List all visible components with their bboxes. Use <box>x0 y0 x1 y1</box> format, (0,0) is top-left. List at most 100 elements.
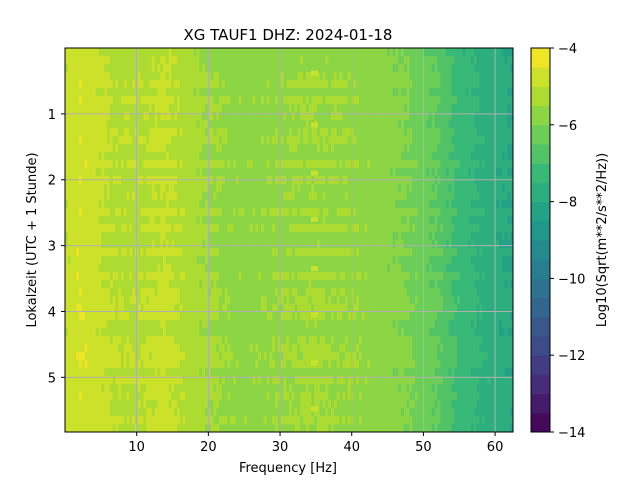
heatmap-cell <box>331 128 335 137</box>
heatmap-cell <box>507 200 511 209</box>
heatmap-cell <box>328 200 332 209</box>
heatmap-cell <box>459 96 463 105</box>
heatmap-cell <box>193 128 197 137</box>
heatmap-cell <box>129 152 133 161</box>
heatmap-cell <box>364 48 368 57</box>
heatmap-cell <box>149 152 153 161</box>
heatmap-cell <box>401 112 405 121</box>
heatmap-cell <box>65 256 69 265</box>
heatmap-cell <box>510 240 513 249</box>
heatmap-cell <box>384 200 388 209</box>
heatmap-cell <box>255 216 259 225</box>
heatmap-cell <box>87 88 91 97</box>
heatmap-cell <box>487 232 491 241</box>
heatmap-cell <box>165 200 169 209</box>
heatmap-cell <box>501 264 505 273</box>
heatmap-cell <box>193 72 197 81</box>
heatmap-cell <box>487 112 491 121</box>
heatmap-cell <box>373 168 377 177</box>
heatmap-cell <box>286 48 290 57</box>
heatmap-cell <box>269 248 273 257</box>
heatmap-cell <box>93 160 97 169</box>
heatmap-cell <box>104 248 108 257</box>
heatmap-cell <box>199 136 203 145</box>
heatmap-cell <box>193 232 197 241</box>
heatmap-cell <box>297 224 301 233</box>
heatmap-cell <box>353 144 357 153</box>
heatmap-cell <box>476 160 480 169</box>
heatmap-cell <box>426 56 430 65</box>
heatmap-cell <box>123 120 127 129</box>
heatmap-cell <box>146 80 150 89</box>
heatmap-cell <box>305 112 309 121</box>
heatmap-cell <box>504 80 508 89</box>
heatmap-cell <box>244 192 248 201</box>
heatmap-cell <box>457 168 461 177</box>
heatmap-cell <box>297 264 301 273</box>
heatmap-cell <box>401 184 405 193</box>
heatmap-cell <box>403 96 407 105</box>
heatmap-cell <box>378 48 382 57</box>
heatmap-cell <box>451 152 455 161</box>
heatmap-cell <box>193 192 197 201</box>
heatmap-cell <box>143 240 147 249</box>
heatmap-cell <box>303 136 307 145</box>
heatmap-cell <box>359 120 363 129</box>
heatmap-cell <box>314 256 318 265</box>
heatmap-cell <box>168 120 172 129</box>
heatmap-cell <box>171 88 175 97</box>
heatmap-cell <box>101 216 105 225</box>
heatmap-cell <box>269 88 273 97</box>
heatmap-cell <box>342 184 346 193</box>
heatmap-cell <box>67 104 71 113</box>
heatmap-cell <box>98 240 102 249</box>
heatmap-cell <box>319 224 323 233</box>
heatmap-cell <box>95 280 99 289</box>
heatmap-cell <box>297 184 301 193</box>
heatmap-cell <box>193 104 197 113</box>
heatmap-cell <box>476 80 480 89</box>
heatmap-cell <box>417 104 421 113</box>
heatmap-cell <box>98 280 102 289</box>
heatmap-cell <box>101 96 105 105</box>
heatmap-cell <box>476 112 480 121</box>
heatmap-cell <box>409 128 413 137</box>
heatmap-cell <box>462 48 466 57</box>
heatmap-cell <box>84 64 88 73</box>
heatmap-cell <box>412 136 416 145</box>
heatmap-cell <box>440 96 444 105</box>
heatmap-cell <box>499 272 503 281</box>
heatmap-cell <box>79 80 83 89</box>
heatmap-cell <box>202 208 206 217</box>
heatmap-cell <box>101 128 105 137</box>
heatmap-cell <box>319 248 323 257</box>
heatmap-cell <box>235 104 239 113</box>
heatmap-cell <box>499 240 503 249</box>
heatmap-cell <box>389 200 393 209</box>
heatmap-cell <box>241 216 245 225</box>
heatmap-cell <box>300 104 304 113</box>
heatmap-cell <box>84 192 88 201</box>
heatmap-cell <box>443 96 447 105</box>
heatmap-cell <box>392 272 396 281</box>
heatmap-cell <box>258 144 262 153</box>
heatmap-cell <box>269 72 273 81</box>
heatmap-cell <box>347 184 351 193</box>
heatmap-cell <box>213 184 217 193</box>
heatmap-cell <box>160 232 164 241</box>
heatmap-cell <box>361 160 365 169</box>
heatmap-cell <box>398 248 402 257</box>
heatmap-cell <box>109 272 113 281</box>
heatmap-cell <box>107 88 111 97</box>
heatmap-cell <box>104 240 108 249</box>
heatmap-cell <box>79 120 83 129</box>
heatmap-cell <box>221 232 225 241</box>
heatmap-cell <box>221 56 225 65</box>
heatmap-cell <box>389 168 393 177</box>
heatmap-cell <box>434 104 438 113</box>
heatmap-cell <box>317 80 321 89</box>
heatmap-cell <box>126 104 130 113</box>
heatmap-cell <box>70 264 74 273</box>
heatmap-cell <box>370 152 374 161</box>
heatmap-cell <box>314 136 318 145</box>
